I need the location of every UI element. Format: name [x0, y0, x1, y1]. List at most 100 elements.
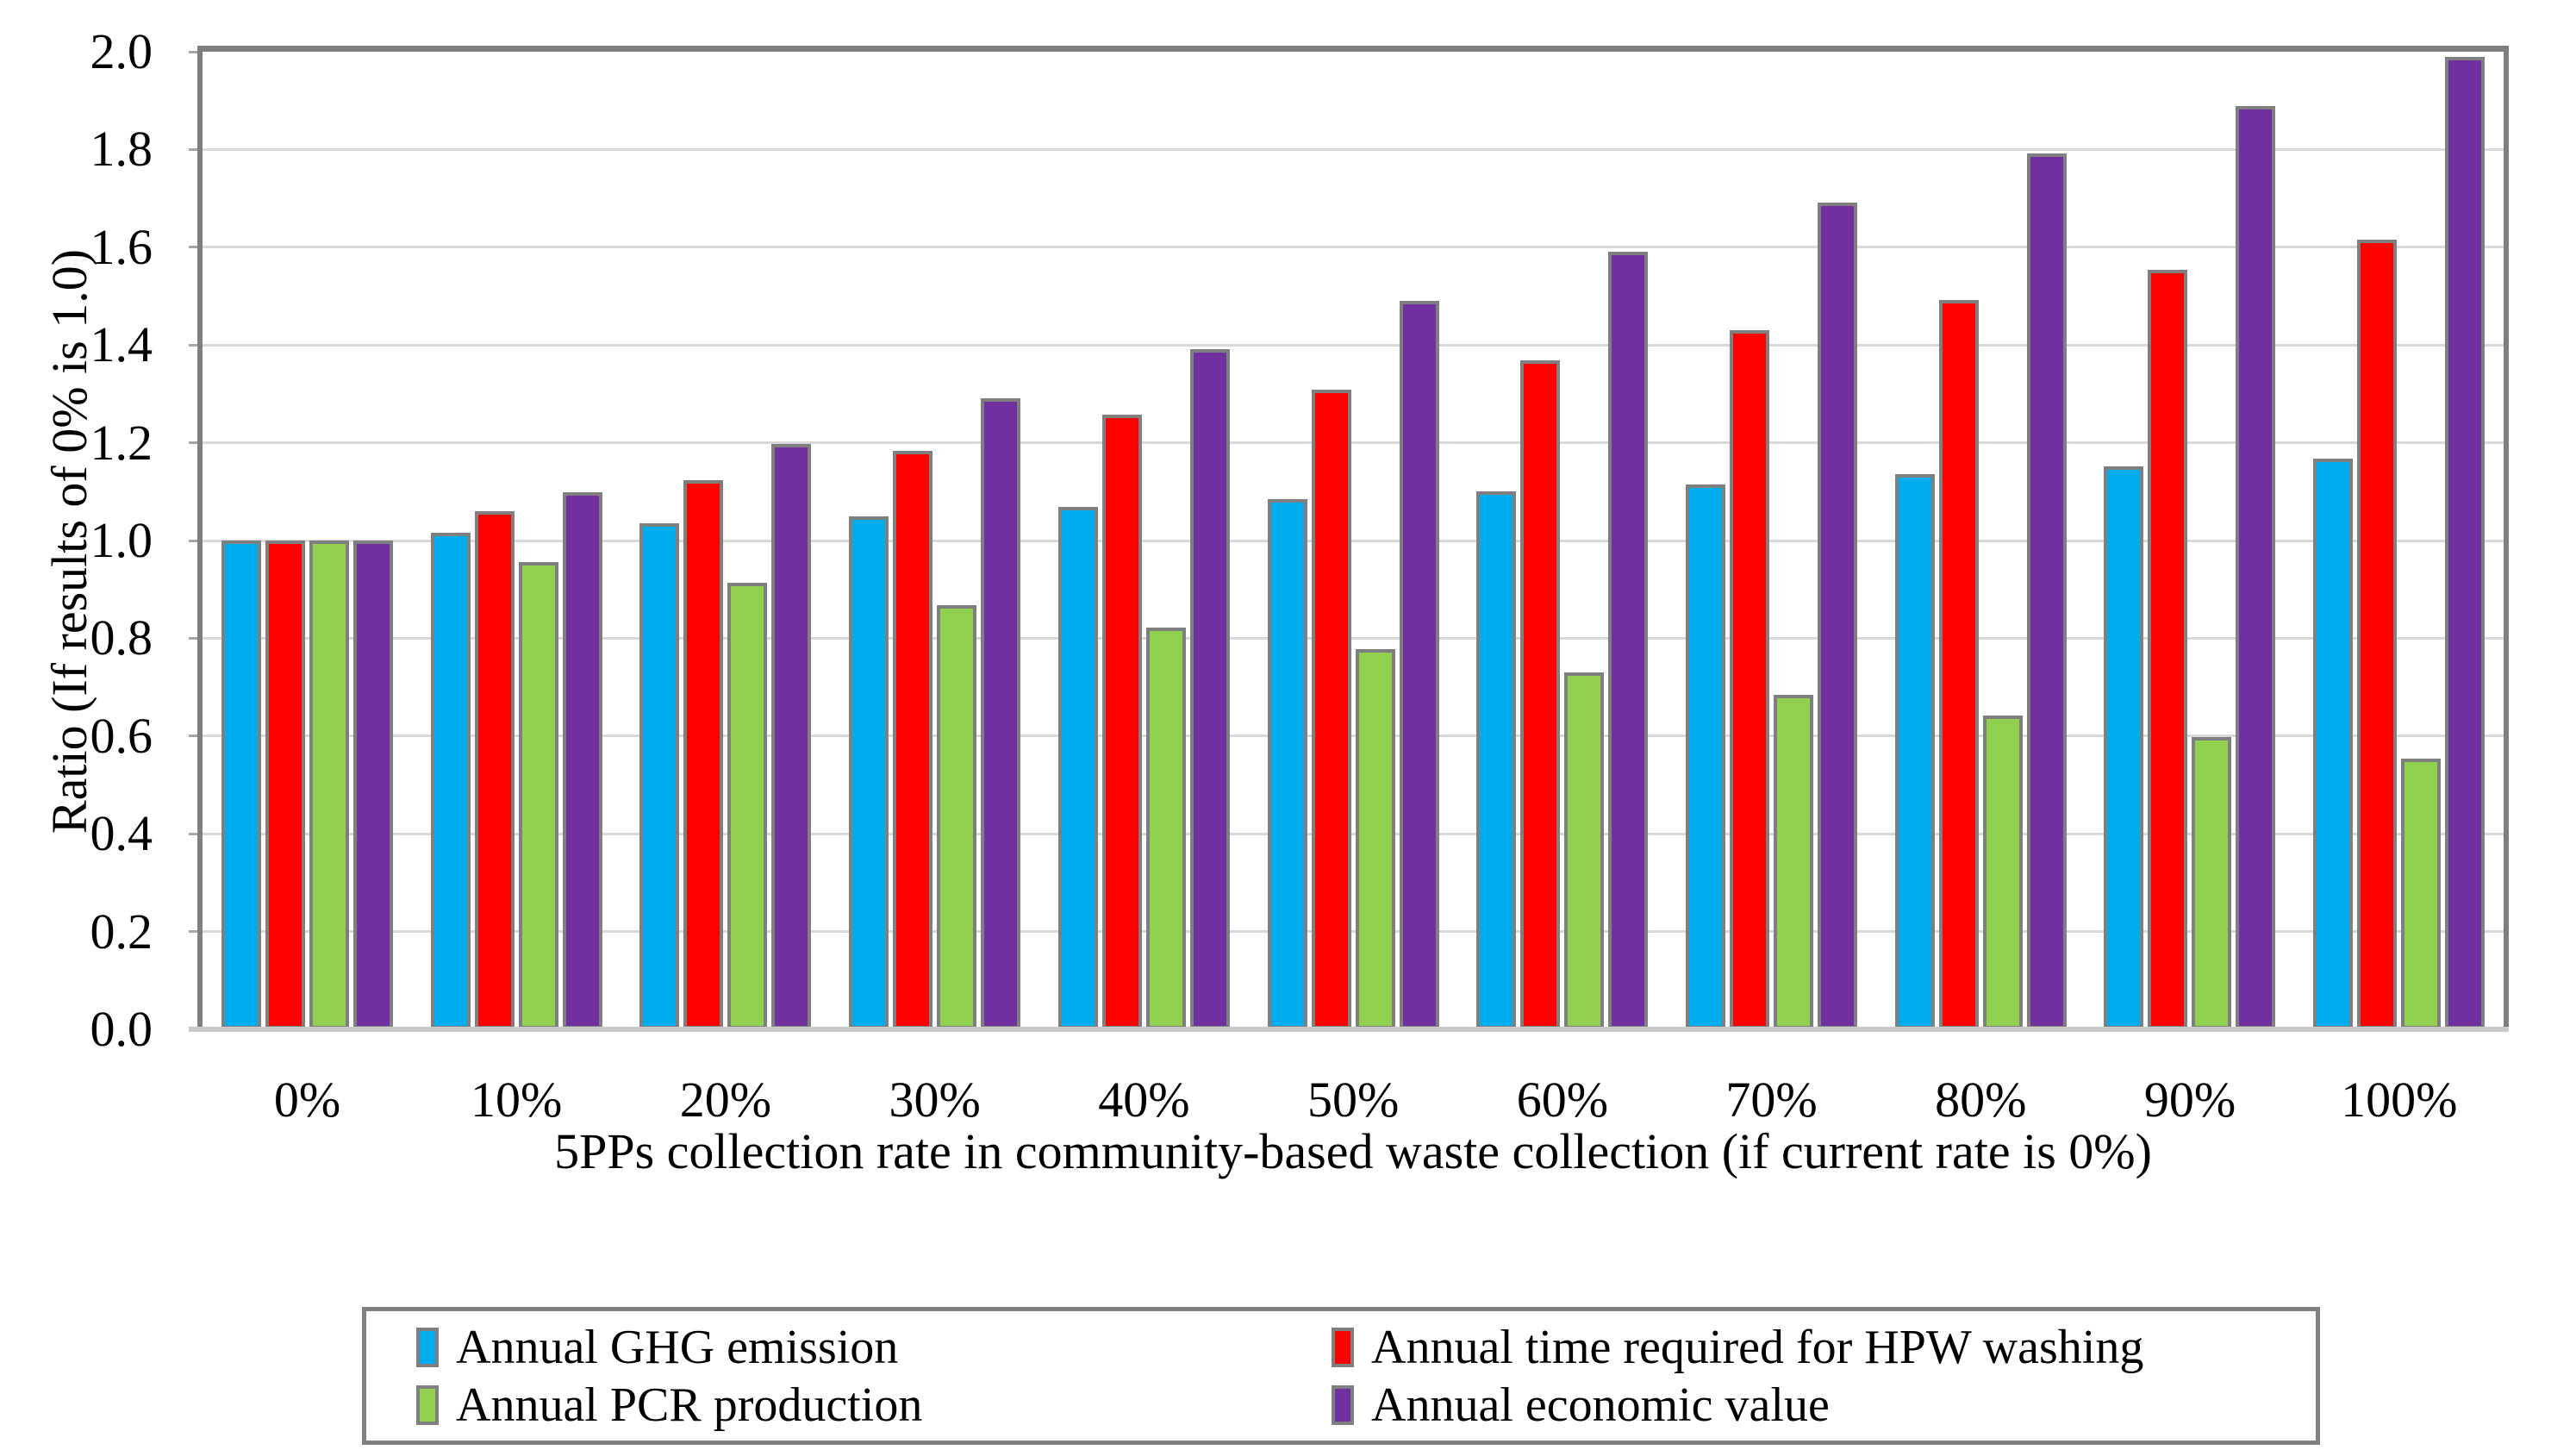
bar-annual-ghg-emission-90%: [2104, 466, 2144, 1029]
legend-swatch-purple-icon: [1332, 1384, 1354, 1425]
bar-annual-economic-value-80%: [2026, 153, 2067, 1029]
bar-annual-pcr-production-0%: [309, 541, 349, 1029]
bar-annual-time-required-for-hpw-washing-30%: [893, 451, 933, 1029]
bar-annual-pcr-production-10%: [518, 561, 558, 1029]
bar-annual-pcr-production-60%: [1564, 672, 1605, 1029]
y-axis-tick: [189, 50, 203, 53]
bar-annual-economic-value-60%: [1608, 252, 1649, 1029]
bar-annual-ghg-emission-60%: [1476, 491, 1517, 1029]
y-tick-label-0.8: 0.8: [90, 609, 153, 666]
plot-frame-top: [203, 46, 2509, 52]
y-tick-label-0.0: 0.0: [90, 1001, 153, 1057]
x-tick-label-90%: 90%: [2143, 1072, 2236, 1128]
x-tick-label-100%: 100%: [2341, 1072, 2458, 1128]
bar-annual-pcr-production-20%: [727, 583, 768, 1029]
x-tick-label-70%: 70%: [1725, 1072, 1818, 1128]
gridline-1.8: [203, 147, 2504, 151]
gridline-0.6: [203, 734, 2504, 738]
x-tick-label-0%: 0%: [273, 1072, 341, 1128]
legend-label: Annual economic value: [1371, 1378, 1830, 1432]
y-axis-tick: [189, 539, 203, 542]
bar-annual-economic-value-50%: [1399, 301, 1439, 1029]
bar-annual-ghg-emission-50%: [1267, 499, 1307, 1029]
gridline-0.4: [203, 832, 2504, 835]
y-tick-label-1.0: 1.0: [90, 512, 153, 568]
bar-annual-pcr-production-70%: [1773, 694, 1813, 1029]
bar-annual-economic-value-70%: [1817, 203, 1857, 1029]
legend-label: Annual GHG emission: [456, 1320, 899, 1374]
bar-annual-economic-value-30%: [981, 398, 1021, 1029]
bar-annual-pcr-production-100%: [2401, 758, 2442, 1029]
bar-annual-ghg-emission-40%: [1057, 507, 1098, 1029]
gridline-1.4: [203, 343, 2504, 347]
x-axis-title: 5PPs collection rate in community-based …: [554, 1123, 2152, 1179]
legend-label: Annual time required for HPW washing: [1371, 1320, 2144, 1374]
legend-label: Annual PCR production: [456, 1378, 923, 1432]
plot-frame-right: [2504, 46, 2509, 1029]
legend-item-economic-value: Annual economic value: [1332, 1380, 2316, 1430]
bar-annual-ghg-emission-30%: [849, 516, 889, 1029]
y-tick-label-1.8: 1.8: [90, 121, 153, 178]
chart-legend: Annual GHG emission Annual time required…: [362, 1307, 2320, 1445]
legend-swatch-green-icon: [416, 1384, 439, 1425]
bar-annual-time-required-for-hpw-washing-90%: [2148, 269, 2188, 1029]
bar-annual-time-required-for-hpw-washing-20%: [683, 479, 724, 1029]
bar-annual-pcr-production-90%: [2192, 736, 2232, 1029]
y-axis-tick: [189, 930, 203, 934]
bar-annual-ghg-emission-0%: [221, 541, 261, 1029]
bar-annual-time-required-for-hpw-washing-70%: [1729, 330, 1769, 1029]
x-tick-label-40%: 40%: [1098, 1072, 1190, 1128]
bar-annual-ghg-emission-100%: [2313, 459, 2354, 1029]
gridline-1.0: [203, 539, 2504, 542]
bar-annual-economic-value-100%: [2445, 56, 2486, 1029]
bar-annual-ghg-emission-10%: [430, 532, 471, 1029]
plot-frame-left: [197, 46, 203, 1029]
y-tick-label-0.2: 0.2: [90, 903, 153, 959]
x-tick-label-60%: 60%: [1516, 1072, 1609, 1128]
y-tick-label-1.6: 1.6: [90, 218, 153, 275]
bar-annual-economic-value-20%: [771, 444, 812, 1029]
x-tick-label-50%: 50%: [1307, 1072, 1400, 1128]
y-axis-tick: [189, 734, 203, 738]
bar-annual-economic-value-40%: [1189, 348, 1230, 1029]
bar-annual-ghg-emission-80%: [1894, 474, 1935, 1029]
y-axis-tick: [189, 441, 203, 445]
y-tick-label-0.4: 0.4: [90, 805, 153, 862]
gridline-1.6: [203, 246, 2504, 249]
legend-swatch-blue-icon: [416, 1327, 439, 1367]
x-tick-label-10%: 10%: [471, 1072, 563, 1128]
bar-annual-ghg-emission-20%: [639, 523, 680, 1029]
gridline-0.8: [203, 636, 2504, 640]
y-axis-tick: [189, 246, 203, 249]
bar-annual-economic-value-90%: [2236, 105, 2276, 1029]
y-axis-tick: [189, 147, 203, 151]
bar-annual-time-required-for-hpw-washing-80%: [1938, 300, 1979, 1029]
x-tick-label-20%: 20%: [679, 1072, 772, 1128]
bar-annual-pcr-production-80%: [1982, 715, 2023, 1029]
bar-annual-time-required-for-hpw-washing-100%: [2357, 239, 2398, 1029]
y-tick-label-0.6: 0.6: [90, 707, 153, 764]
legend-item-pcr-production: Annual PCR production: [416, 1380, 1332, 1430]
x-tick-label-30%: 30%: [889, 1072, 981, 1128]
y-tick-label-1.2: 1.2: [90, 414, 153, 471]
x-tick-label-80%: 80%: [1935, 1072, 2027, 1128]
bar-annual-pcr-production-50%: [1355, 648, 1395, 1029]
bar-annual-economic-value-10%: [562, 491, 602, 1029]
bar-annual-time-required-for-hpw-washing-40%: [1101, 414, 1142, 1029]
y-tick-label-1.4: 1.4: [90, 316, 153, 373]
bar-annual-time-required-for-hpw-washing-10%: [474, 510, 515, 1029]
bar-annual-ghg-emission-70%: [1685, 484, 1725, 1029]
gridline-0.2: [203, 930, 2504, 934]
bar-annual-economic-value-0%: [352, 541, 393, 1029]
gridline-1.2: [203, 441, 2504, 445]
y-axis-tick: [189, 343, 203, 347]
bar-annual-pcr-production-40%: [1145, 627, 1186, 1029]
legend-item-hpw-washing-time: Annual time required for HPW washing: [1332, 1322, 2316, 1372]
bar-annual-time-required-for-hpw-washing-60%: [1520, 360, 1561, 1029]
bar-annual-time-required-for-hpw-washing-0%: [265, 541, 305, 1029]
y-tick-label-2.0: 2.0: [90, 23, 153, 79]
y-axis-tick: [189, 832, 203, 835]
bar-annual-time-required-for-hpw-washing-50%: [1311, 389, 1351, 1029]
legend-item-ghg-emission: Annual GHG emission: [416, 1322, 1332, 1372]
